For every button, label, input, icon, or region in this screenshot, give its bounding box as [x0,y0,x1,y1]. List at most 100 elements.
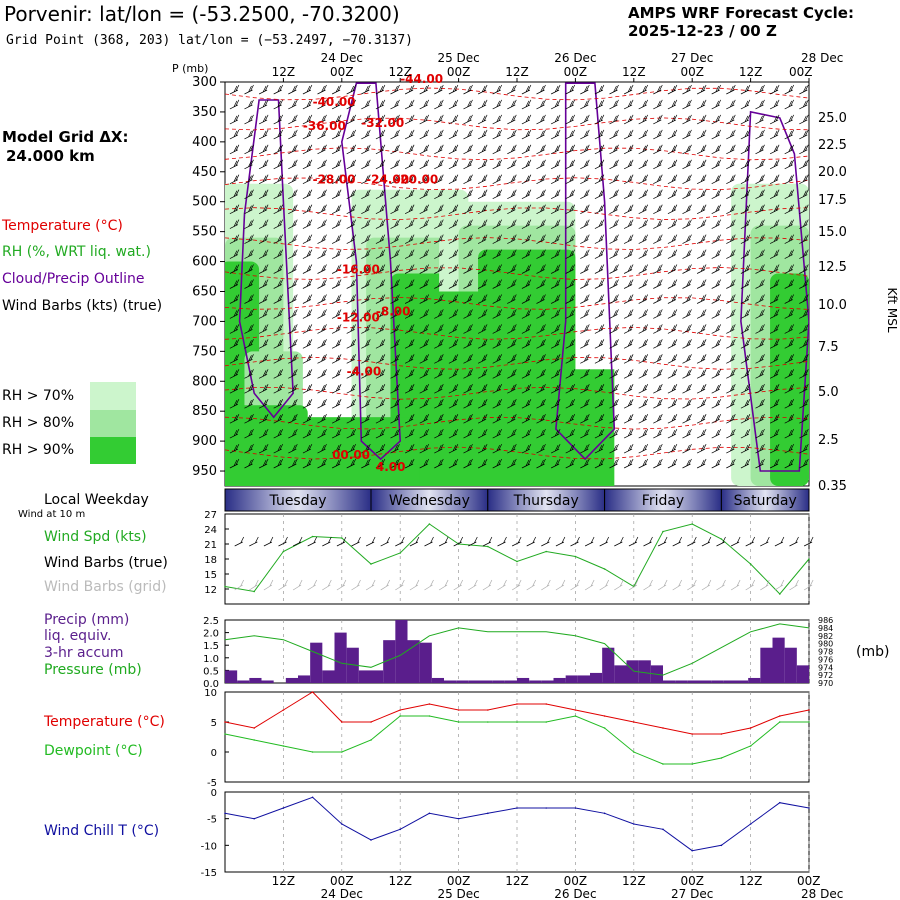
wind-barb [288,339,298,349]
wind-barb [331,324,342,334]
wind-barb [434,189,444,200]
height-axis-title: Kft MSL [885,287,899,332]
wind-barb [580,428,590,439]
wind-barb [784,114,795,125]
wind-barb [419,458,430,469]
wind-barb [390,339,400,349]
wind-barb [361,249,371,259]
wind-barb [477,294,488,304]
wind-barb [740,384,751,394]
wind-barb [404,129,415,140]
wind-barb [696,279,707,289]
wind-barb [434,399,444,409]
wind-barb [448,443,459,454]
wind-barb [638,159,649,170]
wind-barb [463,443,473,454]
legend-temperature: Temperature (°C) [2,218,123,234]
wind-barb [521,414,532,424]
wind-barb [331,189,342,200]
y-tick-label: 5 [211,718,217,729]
wind-barb [799,99,809,110]
wind-barb [477,354,488,364]
grid-wind-barb [614,579,624,591]
wind-barb [331,309,342,319]
wind-barb [740,144,751,155]
wind-barb [492,414,503,424]
top-date-tick: 26 Dec [554,51,596,65]
wind-barb [463,204,473,215]
wind-barb [623,354,634,364]
wind-barb [375,354,386,364]
wind-barb [755,339,765,349]
wind-barb [536,443,546,454]
wind-barb [565,174,576,185]
wind-barb [726,414,736,424]
surface-wind-barb [263,536,274,547]
grid-wind-barb [745,579,756,591]
wind-barb [711,399,722,409]
wind-barb [565,99,576,110]
wind-barb [419,399,430,409]
wind-barb [536,204,546,215]
wind-barb [273,458,284,469]
wind-barb [536,294,546,304]
wind-barb [375,414,386,424]
wind-barb [755,249,765,259]
wind-barb [594,384,605,394]
wind-barb [565,309,576,319]
wind-barb [784,339,795,349]
wind-barb [229,84,240,95]
wind-barb [492,279,503,289]
wind-barb [565,159,576,170]
wind-barb [317,159,327,170]
wind-barb [682,294,692,304]
surface-wind-barb [760,536,770,547]
wind-barb [258,294,269,304]
wind-barb [638,204,649,215]
wind-barb [594,443,605,454]
surface-wind-barb [234,536,245,547]
wind-barb [784,264,795,274]
wind-barb [375,399,386,409]
wind-barb [477,339,488,349]
wind-barb [463,369,473,379]
wind-barb [346,249,357,259]
wind-barb [667,399,678,409]
wind-barb [346,234,357,244]
wind-barb [404,414,415,424]
wind-barb [740,159,751,170]
wind-barb [375,294,386,304]
precip-bar [492,680,505,683]
isotherm-label: -40.00 [313,95,356,109]
wind-barb [799,84,809,95]
wind-barb [419,189,430,200]
wind-barb [536,279,546,289]
wind-barb [258,384,269,394]
wind-barb [623,144,634,155]
y-tick-label: 18 [204,555,217,566]
wind-barb [536,339,546,349]
wind-barb [258,129,269,140]
wind-barb [229,234,240,244]
wind-barb [434,384,444,394]
windchill-line-point [516,807,518,809]
wind-barb [492,114,503,125]
wind-barb [667,443,678,454]
surface-wind-barb [482,536,493,547]
wind-barb [580,234,590,244]
wind-barb [550,84,561,95]
dewpoint-line-point [457,721,460,723]
isotherm-label: -4.00 [347,364,382,378]
temperature-line-point [224,721,226,723]
wind-barb [419,114,430,125]
precip-bar [626,660,639,683]
wind-barb [361,279,371,289]
wind-barb [492,159,503,170]
wind-barb [317,99,327,110]
wind-spd-label: Wind Spd (kts) [44,529,147,545]
y-tick-label: -5 [207,815,217,826]
precip-bar [772,637,785,683]
wind-barb [507,129,517,140]
wind-barb [609,84,619,95]
wind-speed-line-point [720,538,723,540]
